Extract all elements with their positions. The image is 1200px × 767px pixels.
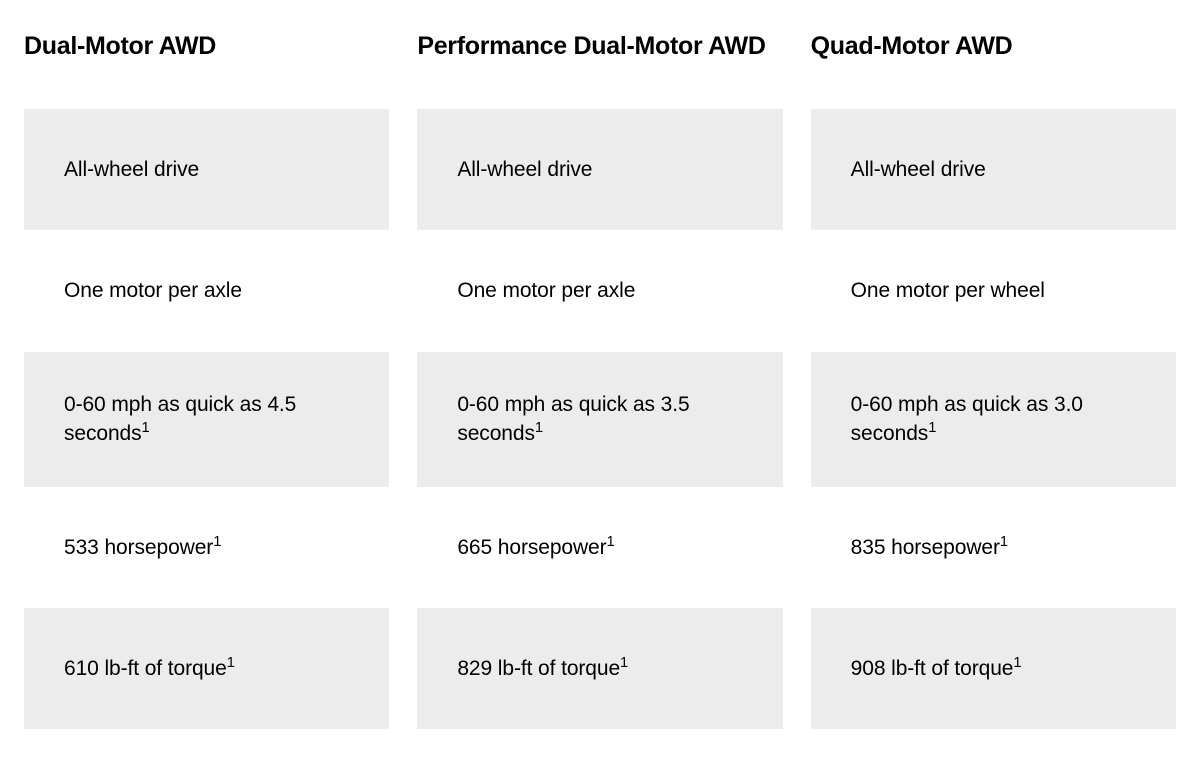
spec-cell-drive: All-wheel drive: [24, 109, 389, 230]
column-quad-motor: Quad-Motor AWD All-wheel drive One motor…: [811, 32, 1176, 729]
spec-cell-motors: One motor per axle: [24, 230, 389, 351]
comparison-table: Dual-Motor AWD All-wheel drive One motor…: [24, 32, 1176, 729]
spec-cell-horsepower: 533 horsepower1: [24, 487, 389, 608]
spec-cell-drive: All-wheel drive: [811, 109, 1176, 230]
spec-cell-acceleration: 0-60 mph as quick as 3.5 seconds1: [417, 352, 782, 487]
spec-cell-torque: 908 lb-ft of torque1: [811, 608, 1176, 729]
column-header: Quad-Motor AWD: [811, 32, 1176, 61]
spec-cell-torque: 610 lb-ft of torque1: [24, 608, 389, 729]
column-header: Dual-Motor AWD: [24, 32, 389, 61]
spec-cell-motors: One motor per wheel: [811, 230, 1176, 351]
column-dual-motor: Dual-Motor AWD All-wheel drive One motor…: [24, 32, 389, 729]
column-header: Performance Dual-Motor AWD: [417, 32, 782, 61]
spec-cell-acceleration: 0-60 mph as quick as 3.0 seconds1: [811, 352, 1176, 487]
spec-cell-motors: One motor per axle: [417, 230, 782, 351]
spec-cell-drive: All-wheel drive: [417, 109, 782, 230]
column-performance-dual-motor: Performance Dual-Motor AWD All-wheel dri…: [417, 32, 782, 729]
spec-cell-horsepower: 835 horsepower1: [811, 487, 1176, 608]
spec-cell-horsepower: 665 horsepower1: [417, 487, 782, 608]
spec-cell-acceleration: 0-60 mph as quick as 4.5 seconds1: [24, 352, 389, 487]
spec-cell-torque: 829 lb-ft of torque1: [417, 608, 782, 729]
